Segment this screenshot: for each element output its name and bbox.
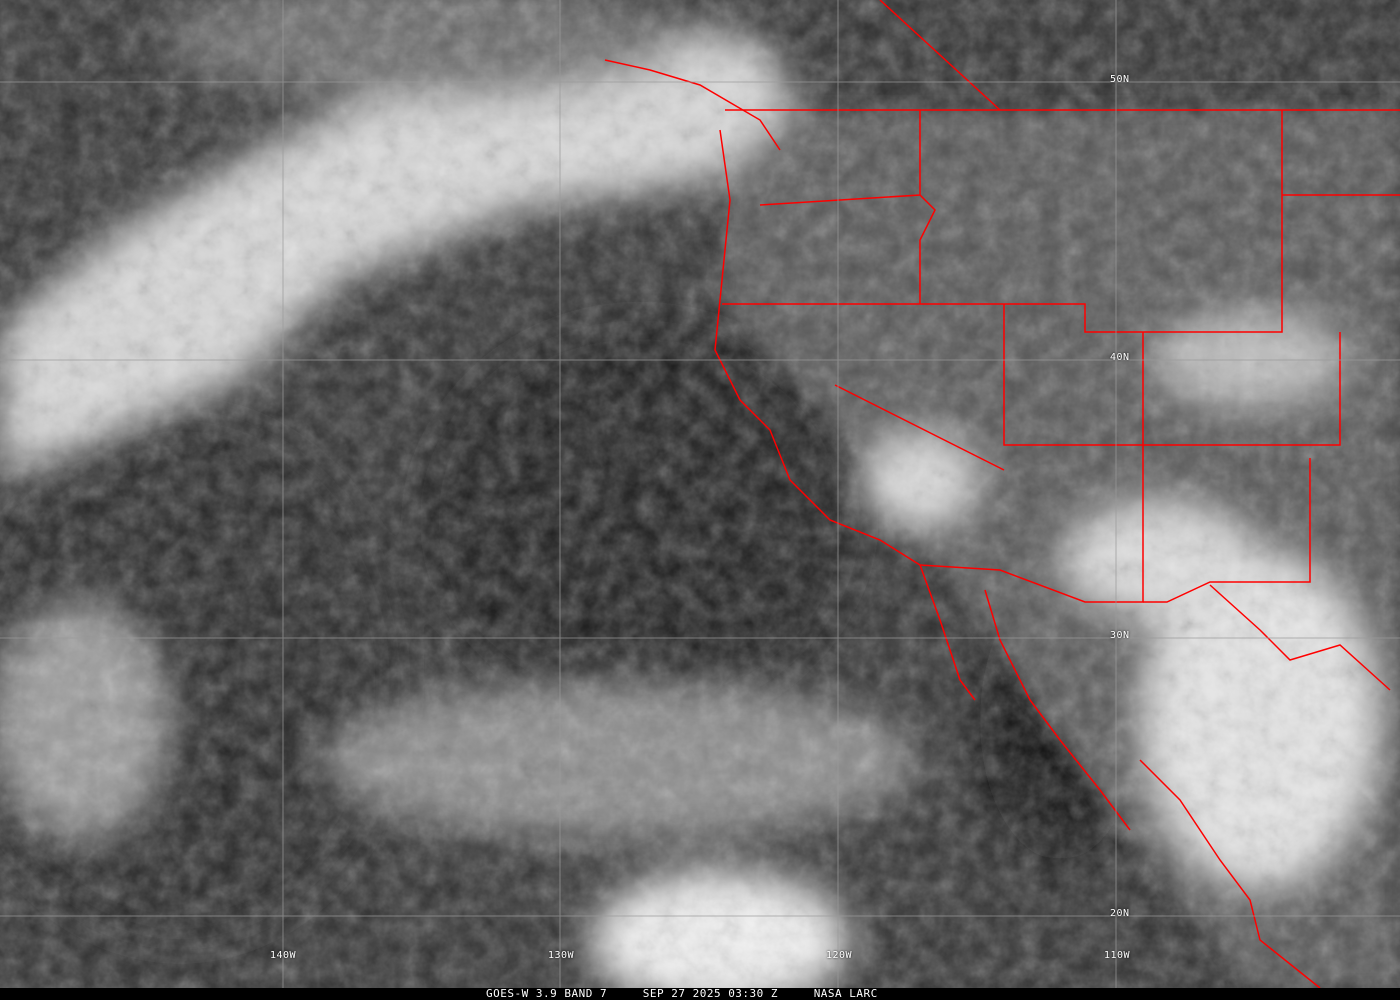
- lat-label-20n: 20N: [1110, 908, 1130, 919]
- timestamp: SEP 27 2025 03:30 Z: [642, 987, 779, 1000]
- satellite-band: GOES-W 3.9 BAND 7: [486, 987, 608, 1000]
- lat-label-40n: 40N: [1110, 352, 1130, 363]
- caption: GOES-W 3.9 BAND 7 SEP 27 2025 03:30 Z NA…: [486, 987, 878, 1000]
- lat-label-30n: 30N: [1110, 630, 1130, 641]
- political-borders: [604, 0, 1400, 988]
- lon-label-140w: 140W: [270, 950, 297, 961]
- lon-label-130w: 130W: [548, 950, 575, 961]
- lon-label-120w: 120W: [826, 950, 853, 961]
- lon-label-110w: 110W: [1104, 950, 1131, 961]
- source: NASA LARC: [813, 987, 878, 1000]
- lat-label-50n: 50N: [1110, 74, 1130, 85]
- caption-bar: GOES-W 3.9 BAND 7 SEP 27 2025 03:30 Z NA…: [0, 987, 1400, 1000]
